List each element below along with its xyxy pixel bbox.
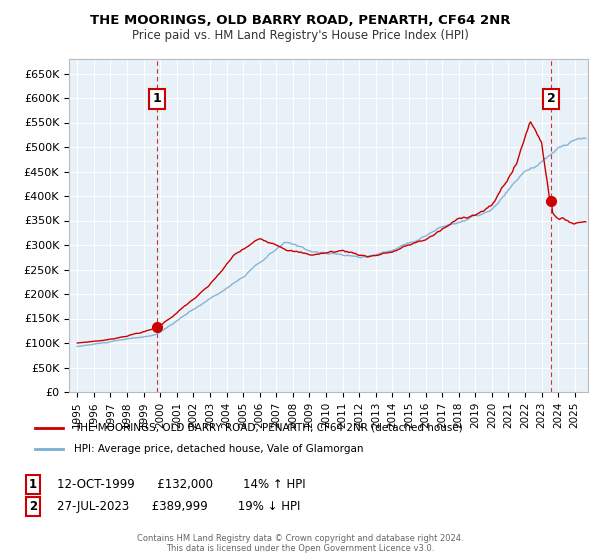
Text: HPI: Average price, detached house, Vale of Glamorgan: HPI: Average price, detached house, Vale… — [74, 444, 364, 454]
Text: THE MOORINGS, OLD BARRY ROAD, PENARTH, CF64 2NR: THE MOORINGS, OLD BARRY ROAD, PENARTH, C… — [90, 14, 510, 27]
Text: 2: 2 — [29, 500, 37, 514]
Text: Price paid vs. HM Land Registry's House Price Index (HPI): Price paid vs. HM Land Registry's House … — [131, 29, 469, 42]
Text: 12-OCT-1999      £132,000        14% ↑ HPI: 12-OCT-1999 £132,000 14% ↑ HPI — [57, 478, 305, 491]
Text: THE MOORINGS, OLD BARRY ROAD, PENARTH, CF64 2NR (detached house): THE MOORINGS, OLD BARRY ROAD, PENARTH, C… — [74, 423, 463, 433]
Text: 1: 1 — [152, 92, 161, 105]
Text: Contains HM Land Registry data © Crown copyright and database right 2024.
This d: Contains HM Land Registry data © Crown c… — [137, 534, 463, 553]
Text: 27-JUL-2023      £389,999        19% ↓ HPI: 27-JUL-2023 £389,999 19% ↓ HPI — [57, 500, 301, 514]
Text: 2: 2 — [547, 92, 556, 105]
Text: 1: 1 — [29, 478, 37, 491]
